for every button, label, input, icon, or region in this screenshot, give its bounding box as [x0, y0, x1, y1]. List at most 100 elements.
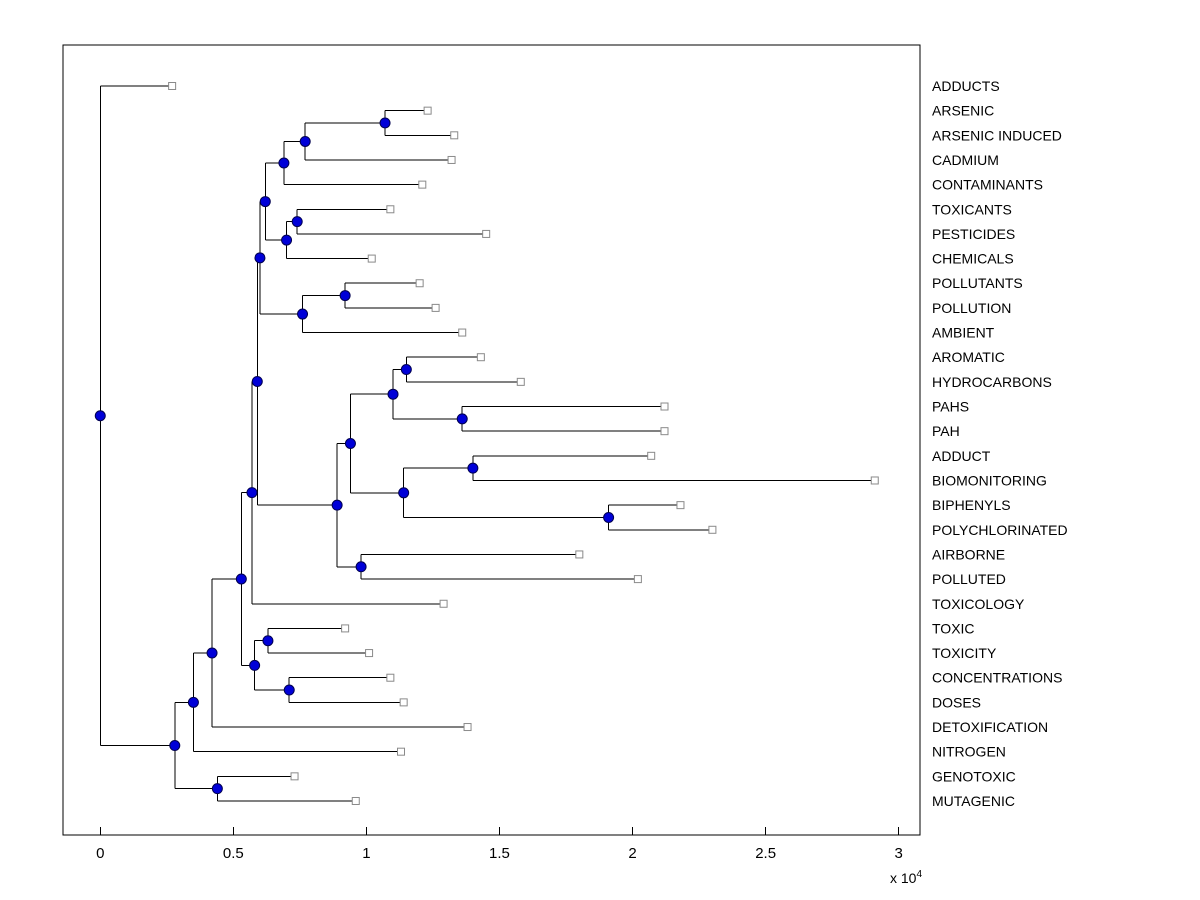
leaf-label: AMBIENT [932, 325, 995, 341]
leaf-marker [660, 427, 669, 436]
leaf-marker [633, 575, 642, 584]
internal-node-marker [169, 740, 181, 752]
leaf-marker [399, 698, 408, 707]
internal-node-marker [283, 684, 295, 696]
leaf-marker [450, 131, 459, 140]
leaf-label: ADDUCTS [932, 78, 1000, 94]
leaf-label: CADMIUM [932, 152, 999, 168]
leaf-marker [516, 377, 525, 386]
leaf-label: MUTAGENIC [932, 793, 1015, 809]
leaf-label: NITROGEN [932, 744, 1006, 760]
leaf-label: CONCENTRATIONS [932, 670, 1062, 686]
internal-node-marker [355, 561, 367, 573]
x-tick-label: 1.5 [489, 845, 510, 862]
leaf-label: PAHS [932, 399, 969, 415]
leaf-marker [367, 254, 376, 263]
leaf-label: TOXICITY [932, 645, 997, 661]
leaf-marker [365, 649, 374, 658]
leaf-label: TOXICANTS [932, 201, 1012, 217]
leaf-label: BIPHENYLS [932, 497, 1011, 513]
leaf-label: PESTICIDES [932, 226, 1015, 242]
leaf-label: ADDUCT [932, 448, 991, 464]
internal-node-marker [299, 135, 311, 147]
internal-node-marker [331, 499, 343, 511]
internal-node-marker [456, 413, 468, 425]
leaf-marker [386, 205, 395, 214]
x-tick-label: 0.5 [223, 845, 244, 862]
internal-node-marker [235, 573, 247, 585]
x-tick-label: 2 [628, 845, 636, 862]
leaf-label: PAH [932, 423, 960, 439]
internal-node-marker [251, 375, 263, 387]
internal-node-marker [94, 410, 106, 422]
leaf-label: POLLUTED [932, 571, 1006, 587]
leaf-marker [431, 303, 440, 312]
leaf-marker [476, 353, 485, 362]
internal-node-marker [281, 234, 293, 246]
internal-node-marker [246, 487, 258, 499]
leaf-label: ARSENIC INDUCED [932, 127, 1062, 143]
leaf-marker [575, 550, 584, 559]
internal-node-marker [211, 783, 223, 795]
internal-node-marker [297, 308, 309, 320]
x-tick-label: 1 [362, 845, 370, 862]
leaf-marker [482, 229, 491, 238]
leaf-label: GENOTOXIC [932, 768, 1016, 784]
internal-node-marker [339, 290, 351, 302]
internal-node-marker [379, 117, 391, 129]
internal-node-marker [344, 437, 356, 449]
leaf-marker [423, 106, 432, 115]
internal-node-marker [259, 196, 271, 208]
leaf-marker [647, 451, 656, 460]
x-tick-label: 3 [895, 845, 903, 862]
x-tick-label: 2.5 [755, 845, 776, 862]
internal-node-marker [387, 388, 399, 400]
leaf-marker [397, 747, 406, 756]
leaf-marker [463, 723, 472, 732]
internal-node-marker [254, 252, 266, 264]
leaf-label: AROMATIC [932, 349, 1005, 365]
leaf-label: DETOXIFICATION [932, 719, 1048, 735]
leaf-label: TOXICOLOGY [932, 596, 1025, 612]
internal-node-marker [249, 659, 261, 671]
internal-node-marker [400, 364, 412, 376]
leaf-label: BIOMONITORING [932, 472, 1047, 488]
leaf-label: CONTAMINANTS [932, 177, 1043, 193]
internal-node-marker [262, 635, 274, 647]
leaf-label: HYDROCARBONS [932, 374, 1052, 390]
leaf-marker [676, 501, 685, 510]
leaf-marker [351, 796, 360, 805]
leaf-label: TOXIC [932, 620, 975, 636]
x-tick-label: 0 [96, 845, 104, 862]
leaf-marker [439, 599, 448, 608]
internal-node-marker [603, 511, 615, 523]
leaf-marker [447, 155, 456, 164]
leaf-label: CHEMICALS [932, 251, 1014, 267]
leaf-marker [708, 525, 717, 534]
leaf-marker [660, 402, 669, 411]
leaf-marker [341, 624, 350, 633]
leaf-marker [418, 180, 427, 189]
leaf-label: POLYCHLORINATED [932, 522, 1068, 538]
leaf-marker [458, 328, 467, 337]
axes-box [62, 44, 921, 836]
leaf-label: POLLUTION [932, 300, 1011, 316]
internal-node-marker [206, 647, 218, 659]
leaf-marker [168, 82, 177, 90]
internal-node-marker [278, 157, 290, 169]
leaf-label: ARSENIC [932, 103, 994, 119]
internal-node-marker [187, 696, 199, 708]
leaf-marker [415, 279, 424, 288]
leaf-marker [290, 772, 299, 781]
internal-node-marker [398, 487, 410, 499]
internal-node-marker [291, 216, 303, 228]
leaf-label: DOSES [932, 694, 981, 710]
internal-node-marker [467, 462, 479, 474]
leaf-label: AIRBORNE [932, 546, 1005, 562]
leaf-marker [386, 673, 395, 682]
x-axis-multiplier: x 104 [890, 869, 922, 886]
leaf-marker [870, 476, 879, 485]
leaf-label: POLLUTANTS [932, 275, 1023, 291]
